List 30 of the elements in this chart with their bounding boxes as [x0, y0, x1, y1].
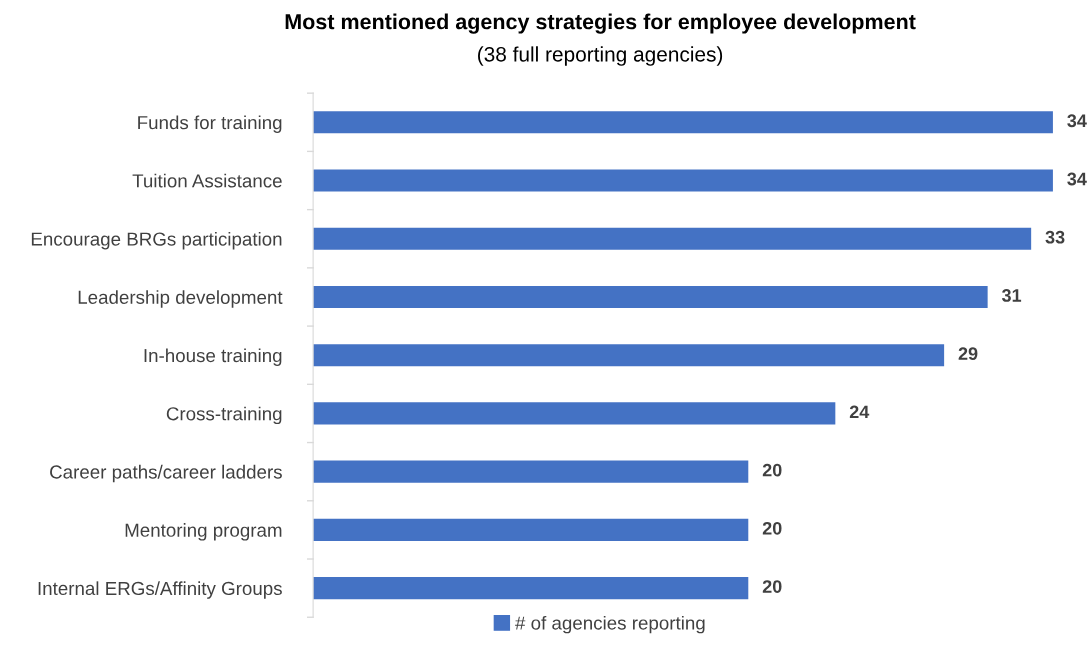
bar: [313, 285, 988, 309]
data-label: 20: [762, 580, 782, 593]
legend-label: # of agencies reporting: [515, 615, 705, 634]
y-tick-label: Funds for training: [138, 115, 282, 133]
data-label: 34: [1067, 114, 1087, 128]
y-tick-label: Career paths/career ladders: [50, 464, 282, 483]
bar: [313, 111, 1053, 134]
y-tick-label: Encourage BRGs participation: [31, 231, 282, 250]
data-label: 31: [1001, 289, 1022, 302]
data-label: 20: [762, 463, 782, 477]
data-label: 33: [1045, 230, 1065, 244]
data-label: 34: [1067, 172, 1087, 186]
bar: [313, 460, 749, 483]
y-tick-label: In-house training: [144, 348, 282, 366]
y-tick-label: Leadership development: [78, 290, 283, 308]
y-tick-label: Internal ERGs/Affinity Groups: [38, 581, 282, 599]
y-tick-label: Cross-training: [166, 406, 282, 425]
bar: [313, 402, 836, 425]
bar: [313, 227, 1032, 250]
chart-title: Most mentioned agency strategies for employee development: [285, 13, 916, 34]
chart-subtitle: (38 full reporting agencies): [478, 46, 723, 66]
y-tick-label: Mentoring program: [125, 523, 282, 541]
bar: [313, 577, 749, 600]
data-label: 20: [762, 521, 782, 535]
bar: [313, 169, 1053, 192]
data-label: 24: [849, 405, 870, 419]
bar: [313, 344, 945, 367]
bar: [313, 518, 749, 541]
data-label: 29: [958, 347, 978, 361]
y-tick-label: Tuition Assistance: [132, 173, 282, 188]
